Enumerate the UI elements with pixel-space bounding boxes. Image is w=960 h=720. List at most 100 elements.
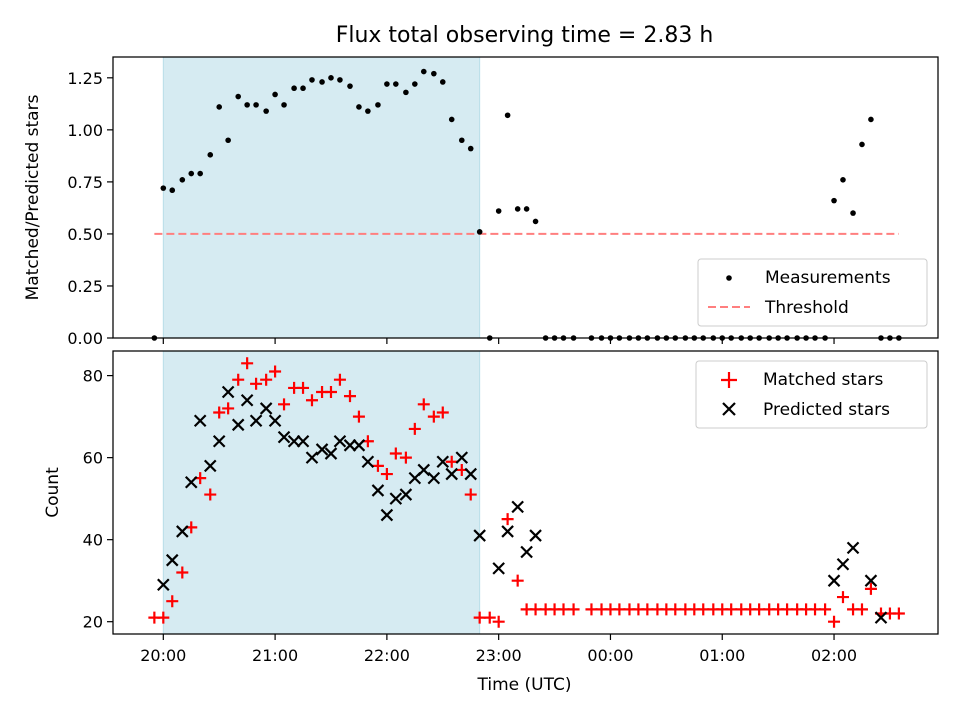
top-y-tick-label: 0.25 xyxy=(67,277,103,296)
matched-star-point xyxy=(585,603,598,616)
predicted-star-point xyxy=(501,525,514,538)
matched-star-point xyxy=(697,603,710,616)
measurement-point xyxy=(458,137,465,144)
predicted-star-point xyxy=(445,467,458,481)
predicted-star-point xyxy=(417,463,431,477)
matched-star-point xyxy=(557,603,570,616)
predicted-stars-points xyxy=(157,385,888,624)
matched-star-point xyxy=(389,447,402,460)
matched-star-point xyxy=(781,603,794,616)
measurement-point xyxy=(448,116,455,123)
bottom-y-tick-label: 40 xyxy=(83,531,103,550)
matched-star-point xyxy=(371,459,384,472)
matched-star-point xyxy=(399,451,412,464)
bottom-x-tick-label: 01:00 xyxy=(699,646,745,665)
measurement-point xyxy=(476,229,483,235)
predicted-star-point xyxy=(371,484,385,497)
top-shaded-interval xyxy=(162,56,481,339)
matched-star-point xyxy=(260,373,273,386)
predicted-star-point xyxy=(184,475,198,489)
measurement-point xyxy=(263,108,269,114)
predicted-star-point xyxy=(455,451,469,464)
measurement-point xyxy=(840,177,846,183)
predicted-star-point xyxy=(193,414,207,428)
measurement-point xyxy=(197,170,203,177)
matched-star-point xyxy=(445,455,458,468)
legend-matched-marker xyxy=(721,372,737,388)
predicted-star-point xyxy=(165,553,179,567)
predicted-star-point xyxy=(203,459,217,473)
top-y-tick-label: 0.00 xyxy=(67,329,103,348)
bottom-x-tick-label: 20:00 xyxy=(140,646,186,665)
measurement-point xyxy=(393,81,399,87)
predicted-star-point xyxy=(389,492,403,505)
bottom-legend-box xyxy=(695,360,928,429)
predicted-star-point xyxy=(473,529,486,542)
matched-star-point xyxy=(855,603,868,616)
legend-predicted-label: Predicted stars xyxy=(763,400,890,420)
top-axes-frame xyxy=(112,56,939,339)
matched-star-point xyxy=(753,603,766,616)
matched-star-point xyxy=(343,390,356,403)
matched-star-point xyxy=(333,373,346,386)
predicted-star-point xyxy=(315,443,329,456)
matched-star-point xyxy=(819,603,832,616)
bottom-x-tick-label: 22:00 xyxy=(364,646,410,665)
bottom-y-tick-label: 60 xyxy=(83,449,103,468)
matched-star-point xyxy=(269,365,282,378)
matched-star-point xyxy=(250,377,263,390)
measurement-point xyxy=(291,85,297,92)
predicted-star-point xyxy=(212,434,226,448)
measurement-point xyxy=(831,197,837,204)
predicted-star-point xyxy=(333,434,347,448)
matched-star-point xyxy=(613,603,626,616)
matched-star-point xyxy=(828,615,841,628)
matched-star-point xyxy=(511,574,524,587)
bottom-x-tick-label: 23:00 xyxy=(476,646,522,665)
predicted-star-point xyxy=(157,578,170,592)
x-axis-label: Time (UTC) xyxy=(477,675,572,695)
measurement-point xyxy=(403,89,409,96)
measurement-point xyxy=(532,218,539,225)
matched-star-point xyxy=(892,607,905,620)
matched-star-point xyxy=(232,373,245,386)
predicted-star-point xyxy=(361,455,375,469)
predicted-star-point xyxy=(511,500,524,514)
matched-star-point xyxy=(324,386,337,399)
matched-star-point xyxy=(352,410,365,423)
bottom-y-tick-label: 20 xyxy=(83,613,103,632)
matched-star-point xyxy=(529,603,542,616)
measurement-point xyxy=(225,137,231,144)
matched-star-point xyxy=(278,398,291,411)
matched-star-point xyxy=(464,488,477,501)
predicted-star-point xyxy=(380,508,394,522)
matched-star-point xyxy=(417,398,430,411)
predicted-star-point xyxy=(343,439,357,452)
legend-predicted-marker xyxy=(722,402,736,416)
legend-measurements-label: Measurements xyxy=(765,268,891,288)
measurement-point xyxy=(319,79,325,85)
predicted-star-point xyxy=(287,434,301,448)
matched-star-point xyxy=(836,591,849,604)
measurement-point xyxy=(281,102,287,108)
measurement-point xyxy=(309,77,315,83)
predicted-star-point xyxy=(296,434,310,448)
matched-star-point xyxy=(809,603,822,616)
matched-star-point xyxy=(204,488,217,501)
measurement-point xyxy=(504,112,511,119)
matched-star-point xyxy=(222,402,235,415)
bottom-x-tick-label: 02:00 xyxy=(811,646,857,665)
measurement-point xyxy=(179,177,186,183)
top-legend-box xyxy=(697,258,928,327)
measurement-point xyxy=(495,208,502,214)
top-panel: 0.00 0.25 0.50 0.75 1.00 1.25 Matched/Predict… xyxy=(23,56,939,348)
measurement-point xyxy=(160,185,167,191)
predicted-star-point xyxy=(874,611,888,624)
bottom-shaded-interval xyxy=(162,350,481,635)
measurement-point xyxy=(420,68,427,75)
measurement-point xyxy=(328,75,334,81)
measurement-point xyxy=(523,206,530,212)
legend-measurements-marker xyxy=(726,275,732,281)
matched-star-point xyxy=(492,615,505,628)
